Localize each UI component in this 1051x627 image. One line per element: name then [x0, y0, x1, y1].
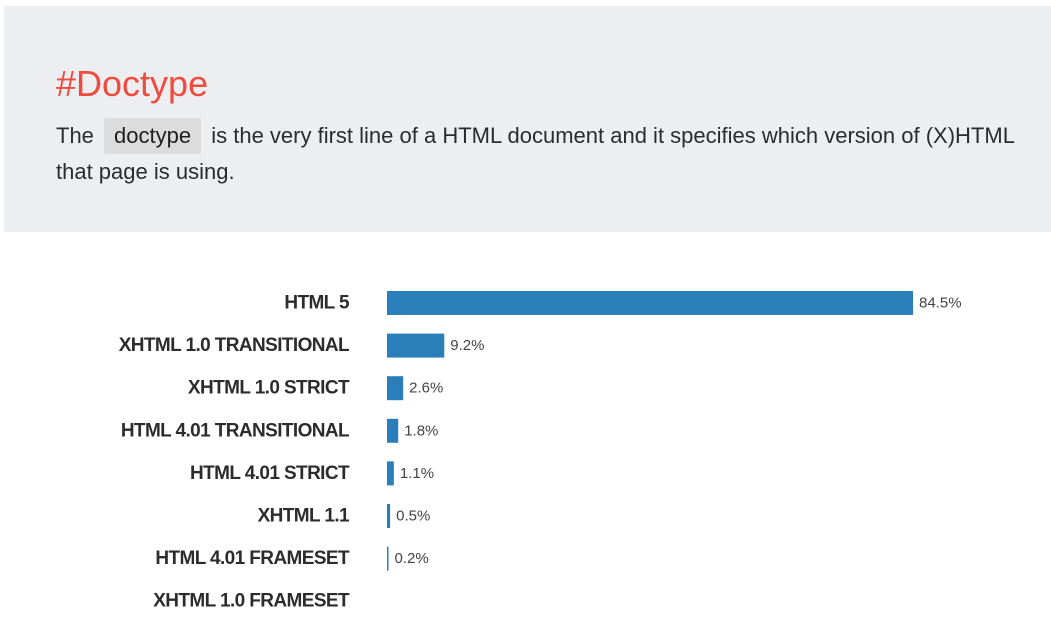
bar — [387, 546, 389, 571]
bar — [387, 333, 445, 358]
value-label: 2.6% — [409, 380, 443, 397]
doctype-code-chip: doctype — [104, 118, 202, 154]
value-label: 84.5% — [919, 295, 962, 312]
page-title: #Doctype — [56, 63, 209, 104]
category-labels: HTML 5 XHTML 1.0 TRANSITIONAL XHTML 1.0 ST… — [119, 293, 351, 612]
intro-text-before: The — [56, 123, 94, 148]
value-label: 0.2% — [395, 550, 429, 567]
value-label: 9.2% — [450, 337, 484, 354]
bar — [387, 418, 399, 443]
bar — [387, 461, 394, 486]
category-label: XHTML 1.0 STRICT — [188, 378, 350, 399]
category-label: HTML 4.01 STRICT — [190, 463, 350, 484]
category-label: HTML 5 — [284, 293, 350, 314]
value-label: 1.8% — [404, 422, 438, 439]
value-label: 1.1% — [400, 465, 434, 482]
bar — [387, 376, 404, 401]
value-labels: 84.5% 9.2% 2.6% 1.8% 1.1% 0.5% 0.2% — [395, 295, 962, 568]
bar — [387, 504, 391, 528]
bars — [387, 291, 913, 571]
bar — [387, 291, 913, 315]
category-label: XHTML 1.1 — [258, 506, 350, 527]
category-label: XHTML 1.0 FRAMESET — [153, 591, 350, 612]
category-label: HTML 4.01 TRANSITIONAL — [121, 420, 350, 441]
intro-text-after: is the very first line of a HTML documen… — [56, 123, 1015, 184]
category-label: XHTML 1.0 TRANSITIONAL — [119, 335, 350, 356]
doctype-bar-chart: HTML 5 XHTML 1.0 TRANSITIONAL XHTML 1.0 ST… — [119, 291, 962, 612]
value-label: 0.5% — [396, 508, 430, 525]
category-label: HTML 4.01 FRAMESET — [155, 548, 350, 569]
intro-text: The doctype is the very first line of a … — [56, 118, 1016, 190]
